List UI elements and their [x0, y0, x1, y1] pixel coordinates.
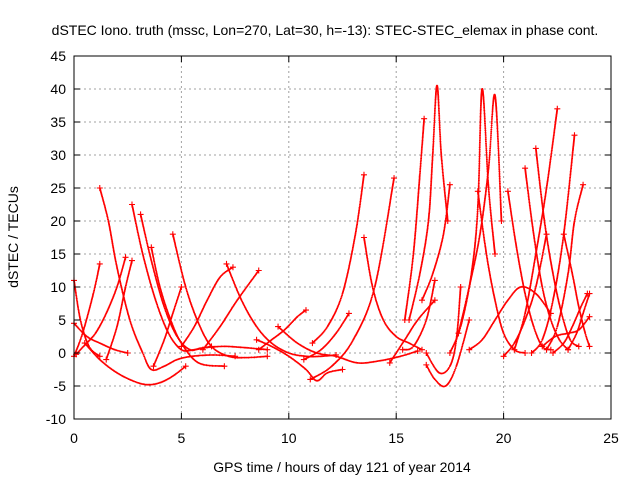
- arc-13: [223, 260, 340, 358]
- arc-23: [401, 115, 428, 323]
- arc-29: [446, 88, 499, 356]
- arc-5: [103, 257, 135, 363]
- y-tick-label: 15: [50, 246, 66, 262]
- arc-17: [275, 323, 421, 364]
- arc-16: [255, 307, 309, 353]
- plot-frame: [73, 55, 612, 420]
- arc-25: [406, 84, 451, 323]
- y-tick-label: 30: [50, 147, 66, 163]
- arc-19: [307, 175, 398, 383]
- y-tick-label: 10: [50, 279, 66, 295]
- arc-6: [81, 340, 189, 386]
- y-axis-label: dSTEC / TECUs: [5, 186, 21, 288]
- x-tick-label: 5: [178, 430, 186, 446]
- y-tick-label: 35: [50, 114, 66, 130]
- y-tick-label: 0: [58, 345, 66, 361]
- arc-27: [418, 181, 453, 304]
- y-tick-label: 5: [58, 312, 66, 328]
- x-tick-label: 10: [281, 430, 297, 446]
- arc-22: [386, 297, 438, 366]
- y-tick-label: -5: [54, 378, 67, 394]
- y-tick-label: 45: [50, 48, 66, 64]
- arc-18: [309, 171, 367, 347]
- grid-lines: [74, 56, 611, 419]
- x-tick-label: 20: [496, 430, 512, 446]
- arc-28: [423, 317, 473, 388]
- arc-41: [550, 290, 591, 356]
- chart-title: dSTEC Iono. truth (mssc, Lon=270, Lat=30…: [52, 22, 599, 38]
- arc-35: [511, 105, 561, 353]
- arc-4: [96, 185, 239, 372]
- arc-10: [169, 231, 271, 360]
- axis-ticks: 0 5 10 15 20 25 -10 -5 0 5 10 15 20 25 30 35 40 45: [46, 48, 619, 446]
- arc-24: [399, 277, 438, 353]
- y-tick-label: 40: [50, 81, 66, 97]
- x-tick-label: 15: [388, 430, 404, 446]
- x-axis-label: GPS time / hours of day 121 of year 2014: [213, 459, 471, 475]
- arc-3: [73, 254, 129, 358]
- x-tick-label: 0: [70, 430, 78, 446]
- arc-37: [532, 145, 582, 350]
- arc-12: [178, 264, 236, 350]
- arc-30: [455, 93, 505, 337]
- arc-14: [199, 267, 262, 353]
- arc-20: [300, 310, 352, 363]
- y-tick-label: 25: [50, 180, 66, 196]
- x-tick-label: 25: [603, 430, 619, 446]
- arc-21: [360, 234, 425, 353]
- arc-11: [150, 284, 185, 370]
- arc-43: [565, 290, 593, 353]
- data-series: [71, 84, 593, 388]
- y-tick-label: -10: [46, 411, 66, 427]
- y-tick-label: 20: [50, 213, 66, 229]
- arc-39: [543, 181, 587, 353]
